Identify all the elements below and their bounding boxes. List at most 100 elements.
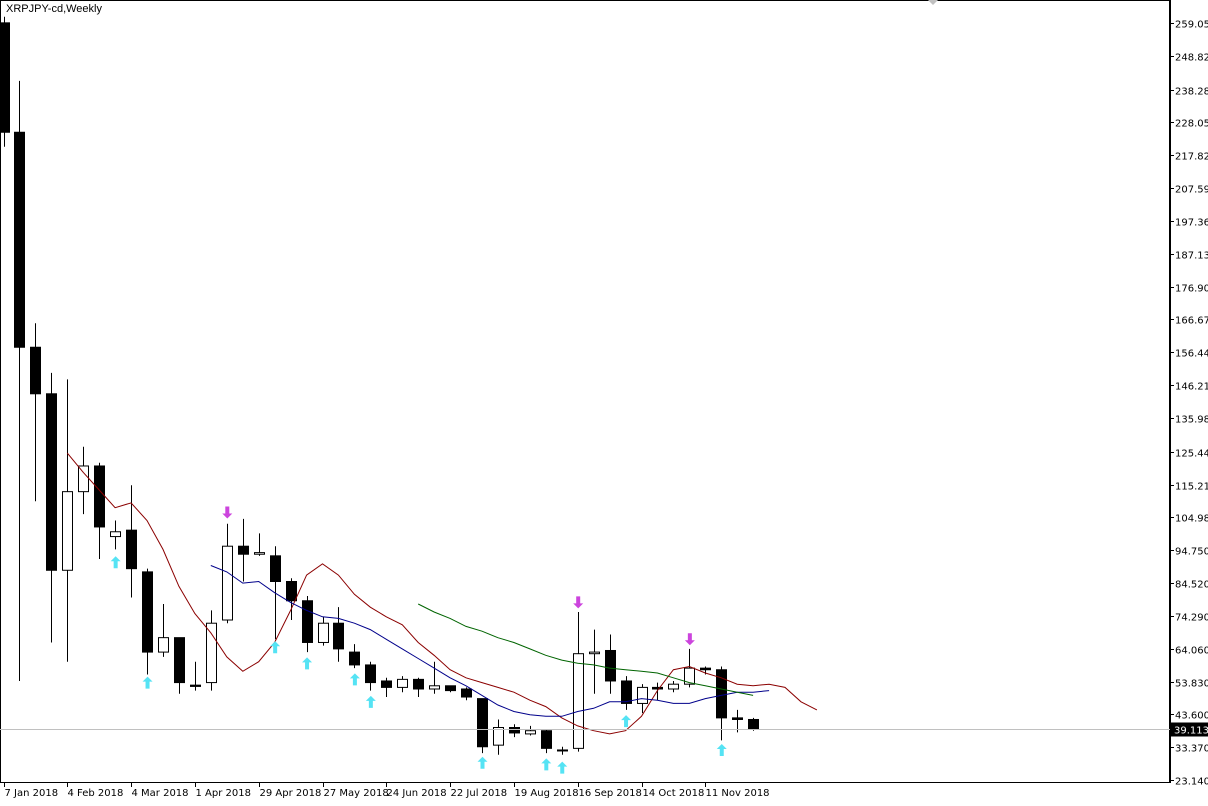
arrow-up-icon bbox=[349, 673, 360, 686]
arrow-down-icon bbox=[573, 596, 584, 609]
moving-average-line bbox=[66, 452, 818, 735]
candle-body bbox=[14, 131, 25, 348]
candle-body bbox=[254, 552, 265, 555]
time-tick-label: 19 Aug 2018 bbox=[515, 788, 579, 799]
candle-body bbox=[270, 555, 281, 583]
candle-body bbox=[557, 749, 568, 752]
time-axis: 7 Jan 2018 4 Feb 2018 4 Mar 2018 1 Apr 2018… bbox=[4, 783, 770, 799]
candle-body bbox=[637, 686, 648, 704]
price-tick-label: 228.050 bbox=[1175, 119, 1208, 130]
candle-body bbox=[30, 346, 41, 395]
price-tick-label: 94.750 bbox=[1175, 547, 1208, 558]
arrow-up-icon bbox=[716, 743, 727, 756]
arrow-up-icon bbox=[365, 695, 376, 708]
price-tick-label: 104.980 bbox=[1175, 514, 1208, 525]
candle-body bbox=[78, 465, 89, 493]
candle-body bbox=[397, 678, 408, 688]
price-tick-label: 64.060 bbox=[1175, 646, 1208, 657]
candle-body bbox=[286, 581, 297, 602]
price-tick-label: 43.600 bbox=[1175, 711, 1208, 722]
candle-body bbox=[541, 730, 552, 749]
candle-body bbox=[238, 545, 249, 555]
candle-body bbox=[493, 727, 504, 746]
time-tick-label: 11 Nov 2018 bbox=[706, 788, 770, 799]
candle-body bbox=[318, 622, 329, 643]
candle-body bbox=[429, 685, 440, 690]
candle-body bbox=[190, 684, 201, 687]
candle-body bbox=[716, 669, 727, 719]
arrow-up-icon bbox=[302, 657, 313, 670]
price-tick-label: 33.370 bbox=[1175, 744, 1208, 755]
plot-frame bbox=[0, 0, 1170, 783]
price-tick-label: 207.590 bbox=[1175, 185, 1208, 196]
candle-body bbox=[700, 667, 711, 671]
arrow-up-icon bbox=[557, 761, 568, 774]
candle-body bbox=[333, 622, 344, 650]
candle-body bbox=[365, 664, 376, 684]
candle-body bbox=[684, 667, 695, 685]
price-tick-label: 23.140 bbox=[1175, 777, 1208, 788]
candle-body bbox=[509, 727, 520, 734]
time-tick-label: 14 Oct 2018 bbox=[643, 788, 705, 799]
price-tick-label: 166.670 bbox=[1175, 316, 1208, 327]
candle-body bbox=[62, 491, 73, 571]
candle-body bbox=[206, 622, 217, 684]
candle-body bbox=[302, 600, 313, 643]
time-tick-label: 22 Jul 2018 bbox=[451, 788, 508, 799]
price-tick-label: 187.130 bbox=[1175, 251, 1208, 262]
candle-body bbox=[110, 531, 121, 538]
price-tick-label: 156.440 bbox=[1175, 349, 1208, 360]
candle-body bbox=[589, 651, 600, 655]
time-tick-label: 4 Feb 2018 bbox=[68, 788, 124, 799]
candle-body bbox=[349, 651, 360, 666]
candle-body bbox=[413, 678, 424, 690]
time-tick-label: 7 Jan 2018 bbox=[5, 788, 59, 799]
price-tick-label: 176.900 bbox=[1175, 284, 1208, 295]
price-axis: 259.050 248.820 238.280 228.050 217.820 207.5… bbox=[1170, 0, 1208, 788]
candle-body bbox=[381, 680, 392, 688]
time-tick-label: 27 May 2018 bbox=[324, 788, 389, 799]
price-tick-label: 74.290 bbox=[1175, 613, 1208, 624]
current-price-line: 39.113 bbox=[0, 722, 1208, 737]
candle-body bbox=[621, 680, 632, 704]
candle-body bbox=[222, 545, 233, 621]
price-tick-label: 238.280 bbox=[1175, 87, 1208, 98]
chart-title: XRPJPY-cd,Weekly bbox=[6, 3, 102, 15]
arrow-down-icon bbox=[684, 633, 695, 646]
current-price-label: 39.113 bbox=[1174, 726, 1208, 737]
price-tick-label: 53.830 bbox=[1175, 679, 1208, 690]
price-tick-label: 197.360 bbox=[1175, 218, 1208, 229]
candle-body bbox=[126, 529, 137, 570]
candle-body bbox=[573, 653, 584, 749]
shift-marker-icon[interactable] bbox=[928, 0, 938, 5]
price-tick-label: 84.520 bbox=[1175, 580, 1208, 591]
candle-body bbox=[748, 718, 759, 730]
arrow-up-icon bbox=[142, 676, 153, 689]
candle-body bbox=[46, 393, 57, 571]
price-tick-label: 146.210 bbox=[1175, 382, 1208, 393]
price-tick-label: 248.820 bbox=[1175, 53, 1208, 64]
price-tick-label: 125.440 bbox=[1175, 449, 1208, 460]
candles bbox=[0, 16, 759, 755]
price-tick-label: 115.210 bbox=[1175, 482, 1208, 493]
price-tick-label: 217.820 bbox=[1175, 152, 1208, 163]
time-tick-label: 24 Jun 2018 bbox=[387, 788, 447, 799]
candle-body bbox=[158, 637, 169, 653]
candle-body bbox=[94, 465, 105, 528]
candle-body bbox=[461, 688, 472, 698]
candle-body bbox=[605, 649, 616, 682]
price-tick-label: 135.980 bbox=[1175, 415, 1208, 426]
candle-body bbox=[652, 686, 663, 690]
fractal-arrows bbox=[110, 506, 727, 774]
arrow-up-icon bbox=[621, 715, 632, 728]
time-tick-label: 29 Apr 2018 bbox=[260, 788, 322, 799]
candle-body bbox=[477, 698, 488, 748]
moving-averages bbox=[66, 452, 818, 735]
time-tick-label: 1 Apr 2018 bbox=[196, 788, 251, 799]
candle-body bbox=[525, 730, 536, 735]
candle-body bbox=[668, 683, 679, 690]
current-price-tag bbox=[1171, 722, 1208, 737]
